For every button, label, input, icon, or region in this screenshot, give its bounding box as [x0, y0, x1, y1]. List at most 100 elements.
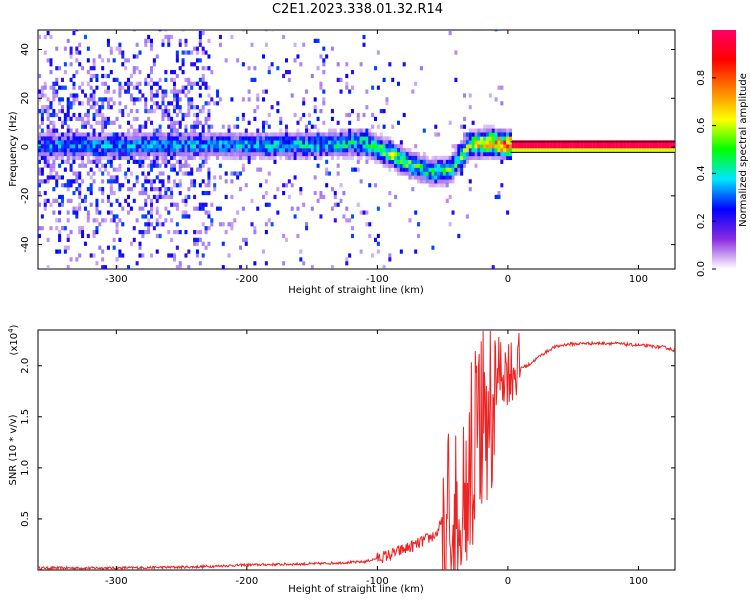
spectrogram-cell — [118, 148, 122, 153]
spectrogram-cell — [38, 226, 41, 231]
spectrogram-cell — [178, 66, 182, 71]
spectrogram-cell — [230, 155, 234, 161]
spectrogram-cell — [221, 132, 225, 137]
spectrogram-cell — [414, 171, 418, 176]
spectrogram-cell — [213, 144, 217, 149]
spectrogram-cell — [210, 140, 214, 145]
spectrogram-cell — [376, 148, 380, 153]
spectrogram-cell — [46, 105, 50, 110]
spectrogram-cell — [643, 140, 647, 145]
spectrogram-cell — [101, 66, 105, 71]
spectrogram-cell — [106, 116, 110, 122]
y-tick-label: 0 — [20, 144, 31, 150]
spectrogram-cell — [419, 163, 423, 168]
spectrogram-cell — [195, 253, 199, 258]
spectrogram-cell — [138, 81, 142, 86]
spectrogram-cell — [348, 89, 352, 94]
spectrogram-cell — [672, 148, 675, 153]
spectrogram-cell — [60, 105, 64, 110]
spectrogram-cell — [147, 229, 151, 235]
spectrogram-cell — [144, 42, 148, 47]
spectrogram-cell — [506, 132, 510, 137]
spectrogram-cell — [310, 136, 314, 141]
spectrogram-cell — [365, 105, 369, 110]
spectrogram-cell — [78, 151, 82, 157]
spectrogram-cell — [554, 140, 558, 145]
spectrogram-cell — [158, 214, 162, 219]
spectrogram-cell — [144, 120, 148, 125]
spectrogram-cell — [431, 175, 435, 180]
spectrogram-cell — [124, 151, 128, 157]
spectrogram-cell — [170, 136, 174, 141]
spectrogram-cell — [221, 140, 225, 145]
spectrogram-cell — [460, 140, 464, 145]
spectrogram-cell — [38, 109, 41, 114]
spectrogram-cell — [181, 112, 185, 118]
spectrogram-cell — [69, 198, 73, 203]
spectrogram-cell — [60, 109, 64, 114]
spectrogram-cell — [216, 148, 220, 153]
spectrogram-cell — [149, 210, 153, 215]
spectrogram-cell — [172, 167, 176, 172]
spectrogram-cell — [353, 148, 357, 153]
spectrogram-cell — [66, 233, 70, 239]
spectrogram-cell — [408, 218, 412, 223]
spectrogram-cell — [98, 210, 102, 215]
spectrogram-cell — [147, 222, 151, 227]
spectrogram-cell — [371, 140, 375, 145]
spectrogram-cell — [121, 109, 125, 114]
spectrogram-cell — [155, 89, 159, 94]
spectrogram-cell — [635, 148, 639, 153]
spectrogram-cell — [118, 140, 122, 145]
spectrogram-cell — [127, 136, 131, 141]
spectrogram-cell — [517, 140, 521, 145]
spectrogram-cell — [164, 206, 168, 211]
spectrogram-cell — [164, 136, 168, 141]
spectrogram-cell — [66, 38, 70, 43]
spectrogram-cell — [376, 136, 380, 141]
spectrogram-cell — [170, 132, 174, 137]
spectrogram-cell — [86, 101, 90, 106]
spectrogram-cell — [63, 62, 67, 67]
spectrogram-cell — [465, 148, 469, 153]
spectrogram-cell — [201, 222, 205, 227]
spectrogram-cell — [158, 148, 162, 153]
spectrogram-cell — [307, 148, 311, 153]
spectrogram-cell — [60, 155, 64, 161]
spectrogram-cell — [104, 265, 108, 269]
spectrogram-cell — [49, 171, 53, 176]
spectrogram-cell — [115, 226, 119, 231]
spectrogram-cell — [494, 132, 498, 137]
colorbar: 0.00.20.40.60.8 Normalized spectral ampl… — [696, 30, 749, 277]
spectrogram-cell — [60, 148, 64, 153]
spectrogram-cell — [310, 265, 314, 269]
spectrogram-cell — [457, 171, 461, 176]
spectrogram-cell — [405, 148, 409, 153]
spectrogram-cell — [98, 132, 102, 137]
spectrogram-cell — [170, 89, 174, 94]
spectrogram-cell — [69, 50, 73, 55]
spectrogram-cell — [503, 144, 507, 149]
spectrogram-cell — [75, 58, 79, 63]
spectrogram-cell — [184, 214, 188, 219]
spectrogram-cell — [299, 144, 303, 149]
spectrogram-cell — [580, 140, 584, 145]
spectrogram-cell — [391, 77, 395, 82]
spectrogram-cell — [497, 132, 501, 137]
spectrogram-cell — [540, 140, 544, 145]
spectrogram-cell — [66, 140, 70, 145]
spectrogram-cell — [161, 112, 165, 118]
spectrogram-cell — [322, 151, 326, 157]
spectrogram-cell — [296, 155, 300, 161]
spectrogram-cell — [49, 85, 53, 90]
spectrogram-cell — [78, 206, 82, 211]
spectrogram-cell — [333, 144, 337, 149]
spectrogram-cell — [190, 50, 194, 55]
spectrogram-cell — [149, 148, 153, 153]
spectrogram-cell — [132, 183, 136, 188]
spectrogram-cell — [422, 175, 426, 180]
spectrogram-cell — [264, 179, 268, 184]
spectrogram-cell — [170, 163, 174, 168]
spectrogram-cell — [138, 241, 142, 246]
